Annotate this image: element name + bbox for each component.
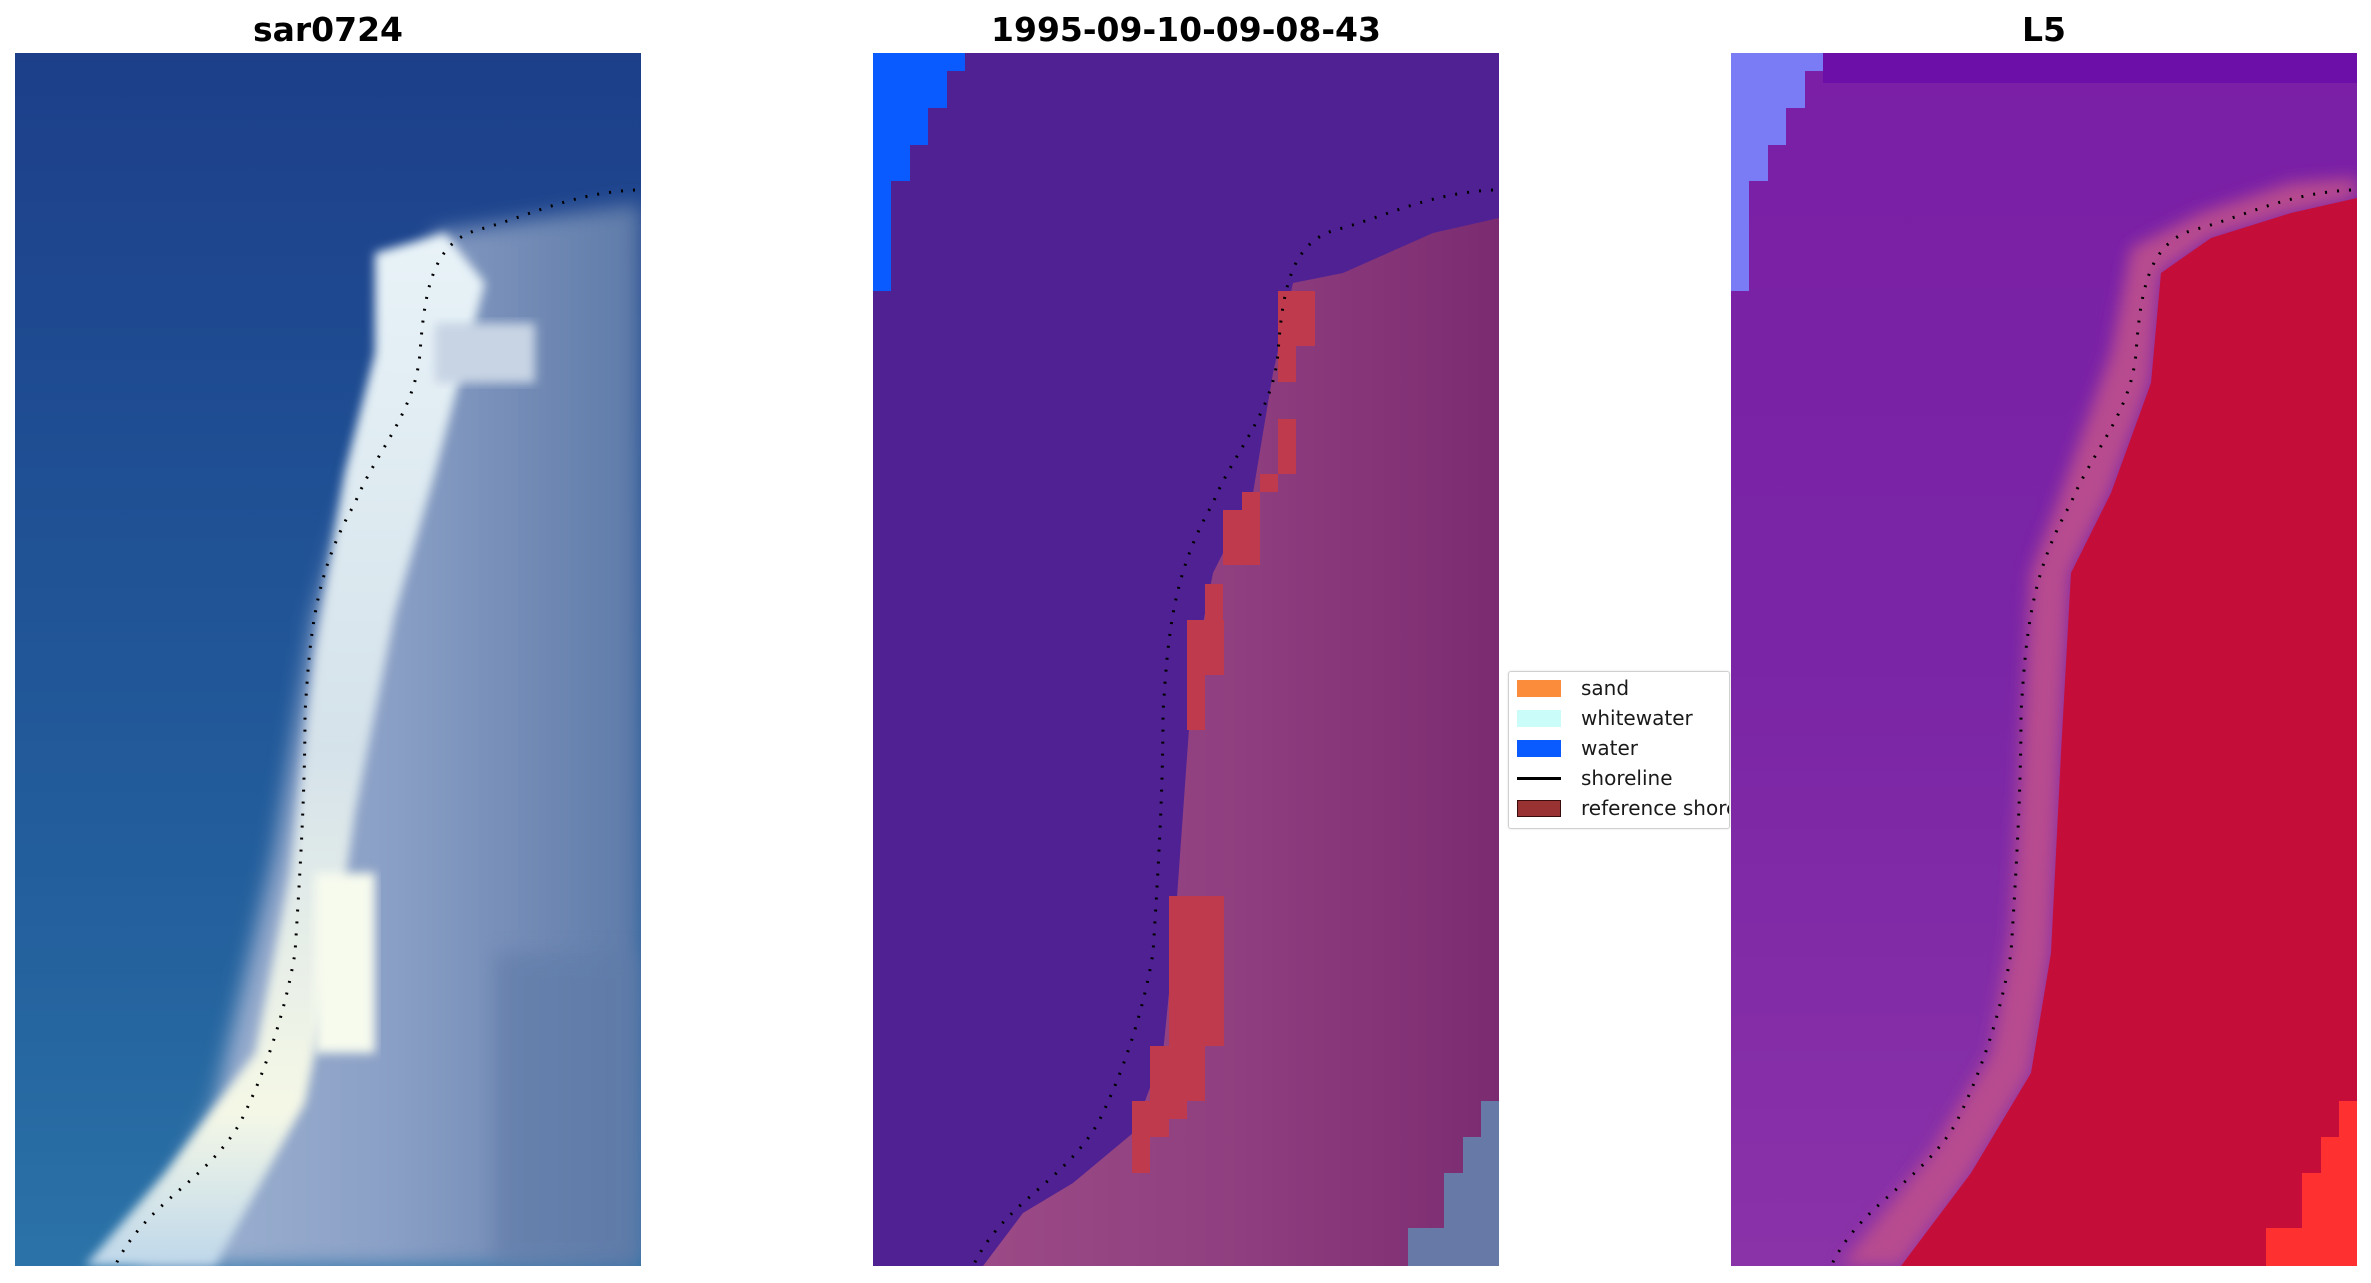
legend-swatch-whitewater	[1517, 709, 1561, 727]
legend-item-whitewater: whitewater	[1517, 704, 1729, 732]
legend-swatch-water	[1517, 739, 1561, 757]
legend-swatch-sand	[1517, 679, 1561, 697]
legend: sand whitewater water shoreline referenc…	[1508, 671, 1730, 829]
classified-image	[873, 53, 1499, 1266]
legend-label-whitewater: whitewater	[1581, 706, 1693, 730]
legend-swatch-reference-shore	[1517, 799, 1561, 817]
l5-image	[1731, 53, 2357, 1266]
panel-title-rgb: sar0724	[252, 10, 404, 49]
legend-item-shoreline: shoreline	[1517, 764, 1729, 792]
legend-item-sand: sand	[1517, 674, 1729, 702]
legend-label-water: water	[1581, 736, 1638, 760]
legend-label-reference-shore: reference shore	[1581, 796, 1730, 820]
reference-shore-class	[1132, 291, 1315, 1173]
panel-title-classified: 1995-09-10-09-08-43	[991, 10, 1381, 49]
panel-title-l5: L5	[2022, 10, 2066, 49]
legend-item-water: water	[1517, 734, 1729, 762]
bottom-right-region	[1408, 1101, 1499, 1266]
legend-line-shoreline	[1517, 776, 1561, 780]
classified-image-panel	[873, 53, 1499, 1266]
legend-label-shoreline: shoreline	[1581, 766, 1673, 790]
legend-item-reference-shore: reference shore	[1517, 794, 1730, 822]
l5-image-panel	[1731, 53, 2357, 1266]
rgb-image-panel	[15, 53, 641, 1266]
water-class-region	[873, 53, 965, 291]
legend-label-sand: sand	[1581, 676, 1630, 700]
rgb-image	[15, 53, 641, 1266]
land-class-region	[983, 218, 1499, 1266]
